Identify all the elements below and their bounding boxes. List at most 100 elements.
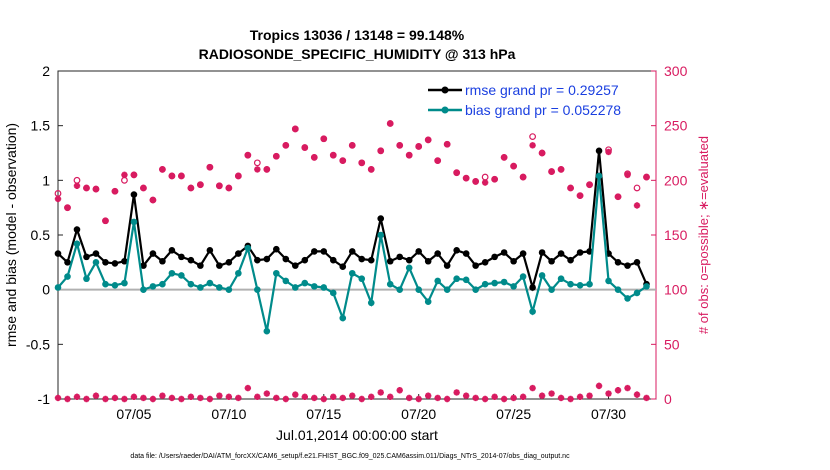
low-count-marker	[216, 392, 223, 399]
bias-point	[292, 284, 299, 291]
rmse-point	[519, 250, 527, 257]
bias-point	[481, 280, 489, 288]
low-count-marker	[349, 392, 356, 399]
bias-point	[415, 286, 422, 293]
low-count-marker	[64, 395, 71, 403]
rmse-point	[168, 247, 176, 254]
low-count-marker	[159, 392, 166, 399]
rmse-point	[263, 255, 271, 263]
low-count-marker	[197, 394, 204, 402]
low-count-marker	[434, 394, 441, 402]
evaluated-count-marker	[605, 148, 612, 156]
low-count-marker	[368, 393, 375, 401]
bias-point	[491, 279, 498, 287]
low-count-marker	[54, 394, 62, 402]
evaluated-count-marker	[168, 172, 176, 180]
bias-point	[472, 286, 479, 293]
evaluated-count-marker	[548, 168, 555, 175]
low-count-marker	[121, 395, 128, 403]
bias-point	[453, 275, 460, 283]
bias-point	[462, 276, 470, 284]
evaluated-count-marker	[443, 141, 451, 148]
evaluated-count-marker	[83, 184, 90, 192]
bias-point	[348, 269, 356, 277]
legend-bias-text: bias grand pr = 0.052278	[465, 102, 621, 118]
bias-point	[102, 280, 109, 288]
y-tick-label: -0.5	[26, 336, 50, 352]
low-count-marker	[92, 392, 100, 399]
y-tick-label: -1	[38, 391, 51, 407]
low-count-marker	[168, 394, 176, 402]
low-count-marker	[387, 393, 394, 401]
plot-area: -1 -0.5 0 0.5 1 1.5 2 0 50 100 150 200 250 300 07/05 07…	[26, 63, 688, 422]
x-tick-label: 07/20	[401, 406, 436, 422]
rmse-point	[386, 257, 394, 265]
bias-point	[386, 280, 394, 288]
rmse-point	[73, 226, 81, 233]
rmse-point	[102, 259, 109, 266]
bias-point	[206, 279, 214, 287]
bias-point	[83, 275, 90, 283]
bias-point	[643, 283, 650, 290]
bias-point	[595, 172, 603, 180]
low-count-marker	[567, 395, 574, 403]
evaluated-count-marker	[387, 120, 394, 127]
evaluated-count-marker	[415, 143, 422, 150]
rmse-point	[415, 248, 422, 255]
rmse-point	[310, 248, 318, 255]
rmse-point	[273, 245, 280, 253]
low-count-marker	[453, 389, 460, 396]
low-count-marker	[102, 395, 109, 403]
legend-rmse-marker	[441, 86, 449, 94]
rmse-point	[149, 250, 157, 257]
bias-point	[624, 295, 631, 302]
evaluated-count-marker	[187, 184, 195, 192]
bias-point	[310, 283, 318, 290]
low-count-marker	[595, 382, 603, 390]
y-right-tick-label: 150	[664, 227, 688, 243]
low-count-marker	[406, 394, 413, 402]
low-count-marker	[472, 394, 479, 402]
low-count-marker	[339, 394, 346, 402]
bias-point	[396, 286, 404, 293]
rmse-point	[472, 262, 479, 269]
low-count-marker	[643, 394, 650, 402]
x-tick-label: 07/15	[306, 406, 341, 422]
rmse-point	[339, 263, 347, 271]
evaluated-count-marker	[273, 153, 280, 160]
bias-point	[64, 273, 71, 280]
rmse-point	[424, 257, 432, 265]
rmse-point	[121, 257, 128, 265]
evaluated-count-marker	[529, 142, 536, 149]
bias-point	[434, 277, 441, 285]
bias-point	[538, 272, 546, 279]
low-count-marker	[605, 390, 612, 397]
bias-point	[567, 280, 574, 288]
evaluated-count-marker	[510, 162, 517, 170]
possible-count-marker	[633, 184, 641, 192]
rmse-point	[529, 284, 536, 291]
rmse-point	[187, 256, 195, 264]
bias-point	[633, 289, 641, 297]
y-right-tick-label: 50	[664, 336, 680, 352]
bias-point	[216, 284, 223, 291]
bias-point	[73, 240, 81, 248]
low-count-marker	[73, 393, 81, 401]
rmse-point	[348, 248, 356, 255]
low-count-marker	[491, 393, 498, 401]
bias-point	[121, 279, 128, 287]
low-count-marker	[624, 384, 631, 392]
evaluated-count-marker	[301, 144, 308, 151]
rmse-point	[453, 247, 460, 254]
low-count-marker	[614, 387, 622, 394]
rmse-point	[614, 259, 622, 266]
bias-point	[367, 299, 375, 307]
low-count-marker	[140, 394, 147, 402]
evaluated-count-marker	[453, 169, 460, 176]
evaluated-count-marker	[624, 171, 631, 179]
low-count-marker	[149, 395, 157, 403]
y-right-tick-label: 300	[664, 63, 688, 79]
bias-point	[424, 298, 432, 305]
bias-point	[405, 264, 413, 272]
rmse-point	[329, 256, 337, 264]
